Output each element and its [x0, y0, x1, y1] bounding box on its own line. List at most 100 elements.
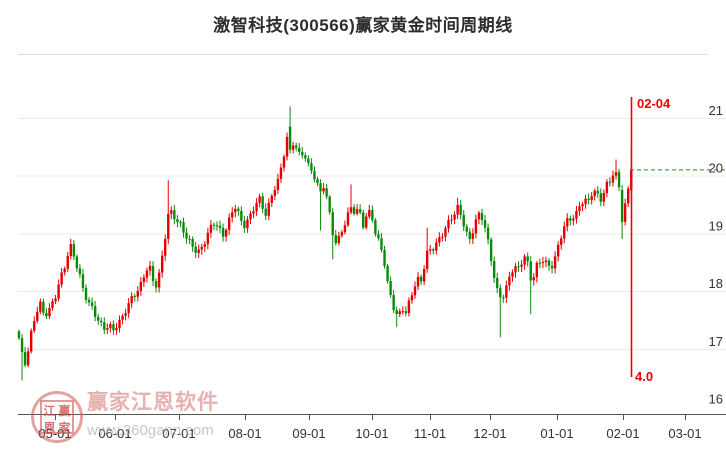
candle-body: [60, 272, 63, 285]
candle-body: [75, 256, 79, 269]
candle-body: [45, 312, 48, 317]
candle-body: [304, 155, 307, 159]
candle-body: [447, 219, 450, 229]
candle-body: [84, 288, 88, 300]
candle-body: [623, 203, 627, 222]
candle-body: [566, 218, 569, 227]
candle-body: [578, 206, 581, 211]
candle-body: [511, 272, 514, 277]
candle-body: [365, 216, 368, 228]
candle-body: [361, 212, 365, 228]
watermark-seal-characters: 江 赢 恩 家: [40, 400, 74, 435]
candle-body: [142, 277, 146, 282]
candle-body: [502, 297, 505, 299]
candle-body: [605, 181, 609, 193]
candle-body: [575, 210, 578, 219]
candle-body: [313, 170, 316, 180]
y-axis-label: 19: [709, 218, 723, 233]
candle-body: [398, 311, 401, 314]
candle-body: [392, 295, 395, 311]
candle-body: [435, 242, 438, 251]
candle-body: [209, 224, 213, 233]
candle-body: [69, 244, 72, 257]
candle-body: [331, 212, 334, 236]
candle-body: [453, 214, 456, 220]
candle-body: [87, 299, 91, 303]
candle-body: [608, 181, 612, 183]
candle-body: [234, 208, 237, 213]
candle-body: [33, 321, 36, 331]
candle-body: [167, 213, 170, 240]
candle-body: [496, 277, 499, 289]
y-axis-label: 16: [709, 392, 723, 407]
candle-body: [145, 270, 149, 278]
candle-body: [17, 331, 21, 339]
candle-body: [368, 210, 371, 217]
candle-body: [54, 298, 57, 302]
x-axis-label: 08-01: [228, 426, 261, 441]
candle-body: [42, 301, 45, 313]
candle-body: [599, 193, 602, 202]
candle-body: [29, 330, 33, 352]
candle-body: [471, 233, 475, 240]
candle-body: [517, 266, 520, 268]
y-axis-label: 17: [709, 334, 723, 349]
candle-body: [386, 265, 389, 282]
y-axis-label: 21: [709, 103, 723, 118]
x-axis-label: 12-01: [473, 426, 506, 441]
candle-body: [157, 272, 161, 288]
watermark-seal-icon: 江 赢 恩 家: [31, 391, 83, 443]
candle-body: [237, 208, 240, 211]
candle-body: [374, 220, 377, 235]
candle-body: [581, 204, 584, 207]
candle-body: [301, 152, 304, 156]
seal-char: 家: [58, 421, 71, 435]
candle-body: [316, 179, 319, 184]
candle-body: [611, 175, 615, 183]
candle-body: [499, 288, 502, 298]
candle-body: [514, 266, 517, 273]
candle-body: [587, 198, 590, 200]
candle-body: [477, 212, 481, 220]
candle-body: [343, 225, 347, 233]
candle-body: [203, 244, 207, 247]
candle-body: [492, 261, 496, 278]
candle-body: [191, 239, 194, 247]
candle-body: [380, 238, 383, 250]
candle-body: [121, 315, 124, 320]
candle-body: [389, 281, 392, 296]
candle-body: [410, 295, 414, 301]
candle-body: [115, 328, 118, 331]
candle-body: [103, 322, 106, 330]
x-axis-label: 02-01: [606, 426, 639, 441]
candle-body: [48, 307, 51, 317]
candle-body: [291, 145, 295, 150]
candle-body: [63, 268, 66, 273]
candle-body: [483, 220, 487, 228]
candle-body: [109, 324, 112, 329]
candle-body: [39, 301, 42, 312]
candle-body: [81, 274, 85, 289]
candle-body: [541, 261, 545, 264]
candle-body: [276, 178, 280, 190]
candle-body: [90, 302, 94, 306]
seal-char: 恩: [43, 421, 56, 435]
x-axis-label: 09-01: [292, 426, 325, 441]
candle-body: [553, 256, 557, 269]
candle-body: [246, 219, 249, 229]
candle-body: [383, 249, 386, 266]
cycle-date-label: 02-04: [637, 96, 671, 111]
candle-body: [179, 222, 182, 224]
candle-body: [215, 225, 219, 227]
candle-body: [36, 311, 39, 322]
candle-body: [127, 303, 130, 314]
x-axis-label: 10-01: [355, 426, 388, 441]
candle-body: [182, 222, 185, 233]
candle-body: [334, 235, 337, 244]
candle-body: [419, 276, 423, 282]
candle-body: [456, 204, 459, 215]
candle-body: [72, 244, 76, 257]
candle-body: [139, 281, 143, 291]
candle-body: [465, 226, 468, 232]
